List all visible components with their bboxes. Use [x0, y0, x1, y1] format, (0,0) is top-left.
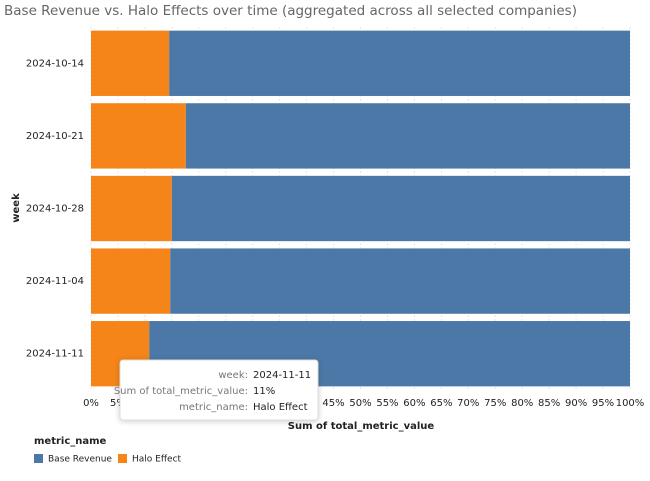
- bar-segment: [91, 175, 172, 242]
- y-tick-label: 2024-10-21: [26, 131, 84, 142]
- chart-title: Base Revenue vs. Halo Effects over time …: [4, 3, 577, 19]
- x-tick-label: 50%: [349, 398, 371, 409]
- x-tick-label: 85%: [538, 398, 560, 409]
- legend-label: Base Revenue: [48, 455, 112, 465]
- tooltip-value: 11%: [253, 386, 275, 397]
- y-tick-label: 2024-11-04: [26, 276, 84, 287]
- tooltip-value: 2024-11-11: [253, 370, 311, 381]
- x-tick-label: 90%: [565, 398, 587, 409]
- y-tick-label: 2024-10-14: [26, 58, 84, 69]
- x-tick-label: 65%: [430, 398, 452, 409]
- y-tick-label: 2024-10-28: [26, 204, 84, 215]
- x-tick-label: 0%: [83, 398, 99, 409]
- legend-label: Halo Effect: [132, 455, 182, 465]
- x-tick-label: 45%: [322, 398, 344, 409]
- tooltip: week: 2024-11-11 Sum of total_metric_value…: [114, 359, 319, 421]
- tooltip-key: metric_name:: [179, 402, 248, 413]
- tooltip-box: [119, 359, 319, 421]
- tooltip-value: Halo Effect: [253, 402, 308, 413]
- legend-title: metric_name: [34, 436, 107, 447]
- x-tick-label: 55%: [376, 398, 398, 409]
- bar-segment: [170, 248, 630, 314]
- legend-swatch: [118, 454, 127, 463]
- bar-segment: [185, 103, 630, 169]
- x-tick-label: 80%: [511, 398, 533, 409]
- y-axis-label: week: [11, 193, 22, 223]
- tooltip-key: Sum of total_metric_value:: [114, 386, 248, 397]
- bar-segment: [91, 30, 170, 96]
- bar-segment: [171, 175, 630, 242]
- x-tick-label: 70%: [457, 398, 479, 409]
- tooltip-key: week:: [218, 370, 248, 381]
- x-tick-label: 100%: [616, 398, 645, 409]
- x-tick-label: 95%: [592, 398, 614, 409]
- legend-swatch: [34, 454, 43, 463]
- x-tick-label: 75%: [484, 398, 506, 409]
- x-axis-label: Sum of total_metric_value: [288, 421, 435, 432]
- x-tick-label: 5%: [110, 398, 126, 409]
- x-tick-label: 60%: [403, 398, 425, 409]
- bar-segment: [169, 30, 630, 96]
- bar-segment: [91, 248, 171, 314]
- y-tick-label: 2024-11-11: [26, 349, 84, 360]
- bar-segment: [91, 103, 186, 169]
